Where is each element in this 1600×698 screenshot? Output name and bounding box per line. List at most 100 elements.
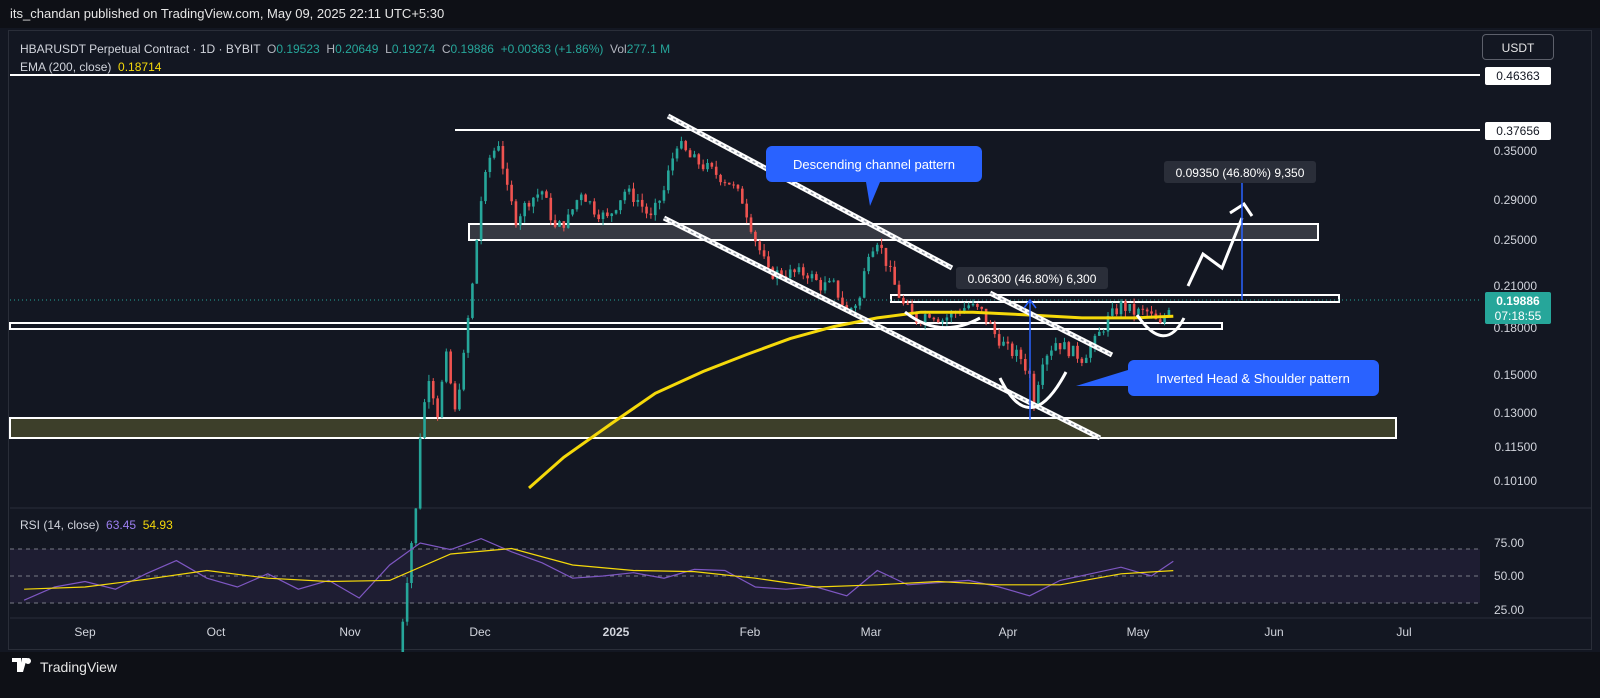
candle-body [1041,364,1044,385]
candle-body [758,241,762,251]
candle-body [893,266,896,285]
rsi-legend: RSI (14, close) 63.45 54.93 [20,518,173,532]
candle-body [571,209,574,215]
candle-body [1084,357,1088,363]
rsi-ma-line [24,547,1174,590]
ema-200-line [528,310,1174,490]
descending-channel-callout[interactable]: Descending channel pattern [766,146,982,206]
candle-body [736,184,740,189]
candle-body [658,200,661,203]
candle-body [797,267,801,273]
candle-body [828,280,831,283]
price-tick: 0.10100 [1494,474,1538,488]
price-tick: 0.25000 [1494,233,1538,247]
candle-body [836,280,840,298]
candle-body [823,282,827,291]
candle-body [471,283,474,318]
price-tick: 0.18000 [1494,321,1538,335]
candle-body [1097,331,1101,336]
candle-body [549,197,553,221]
tradingview-brand: TradingView [40,659,118,675]
candle-body [684,141,688,151]
candle-body [880,244,883,248]
candle-body [440,381,444,418]
candle-body [558,221,561,227]
candle-body [492,150,496,158]
candle-body [575,200,579,210]
symbol-label[interactable]: HBARUSDT Perpetual Contract · 1D · BYBIT [20,42,261,56]
candle-body [1132,303,1136,315]
candle-body [623,191,627,201]
ema-label[interactable]: EMA (200, close) [20,60,112,74]
candle-body [941,320,944,323]
price-tick: 0.11500 [1495,440,1538,454]
change-value: +0.00363 (+1.86%) [500,42,604,56]
time-axis: Sep Oct Nov Dec 2025 Feb Mar Apr May Jun… [74,625,1411,639]
candle-body [1167,310,1171,317]
candle-body [810,274,814,279]
candle-body [897,284,901,298]
measure-2-box[interactable]: 0.09350 (46.80%) 9,350 [1164,161,1316,183]
price-tick: 0.35000 [1494,144,1538,158]
candle-body [1050,350,1053,356]
demand-zone [9,417,1397,439]
ihs-callout[interactable]: Inverted Head & Shoulder pattern [1076,360,1379,396]
candle-body [427,381,431,403]
candle-body [680,141,683,149]
price-tag-resistance: 0.37656 [1485,122,1551,140]
candle-body [1019,349,1023,359]
candle-body [976,303,979,307]
candle-body [414,508,418,544]
candle-body [884,247,888,266]
candle-body [762,250,766,257]
candle-body [801,267,805,276]
candle-body [1137,308,1140,315]
ema-value: 0.18714 [118,60,162,74]
candle-body [523,202,526,217]
candle-body [510,184,513,202]
candle-body [928,314,931,318]
candle-body [693,154,696,158]
candle-body [662,190,666,201]
ema-row: EMA (200, close) 0.18714 [20,58,670,76]
chart-legend: HBARUSDT Perpetual Contract · 1D · BYBIT… [20,40,670,76]
candle-body [1163,316,1166,323]
svg-text:07:18:55: 07:18:55 [1495,309,1542,323]
candle-body [1080,358,1084,363]
candle-body [1058,343,1062,350]
candle-body [932,317,936,320]
candle-body [532,197,535,207]
candle-body [1124,301,1127,311]
candle-body [1006,341,1010,344]
right-shoulder-arc [1135,314,1186,338]
price-tick: 0.15000 [1494,368,1538,382]
candle-body [1067,342,1071,357]
chart-canvas[interactable]: Descending channel pattern Inverted Head… [0,0,1600,652]
candle-body [1054,343,1058,351]
time-tick: Dec [469,625,490,639]
candle-body [754,231,757,242]
candle-body [714,166,718,175]
candle-body [1023,358,1027,371]
measure-1-box[interactable]: 0.06300 (46.80%) 6,300 [956,267,1108,289]
candle-body [519,216,522,226]
projection-arrowhead [1229,201,1254,217]
candle-body [989,322,992,324]
tradingview-logo[interactable]: TradingView [12,656,117,678]
chart-frame [8,30,1592,650]
candle-body [1145,309,1149,312]
rsi-label[interactable]: RSI (14, close) [20,518,100,532]
candle-body [858,297,862,306]
candle-body [484,172,487,202]
price-tick: 0.21000 [1494,279,1538,293]
candle-body [579,194,583,201]
currency-button[interactable]: USDT [1482,34,1554,60]
candle-body [553,220,557,227]
time-tick: Apr [999,625,1018,639]
candle-body [667,170,670,191]
publish-text: its_chandan published on TradingView.com… [10,6,445,21]
price-tag-top: 0.46363 [1485,67,1551,85]
candle-body [449,351,452,384]
candle-body [514,201,518,226]
candle-body [688,150,692,158]
